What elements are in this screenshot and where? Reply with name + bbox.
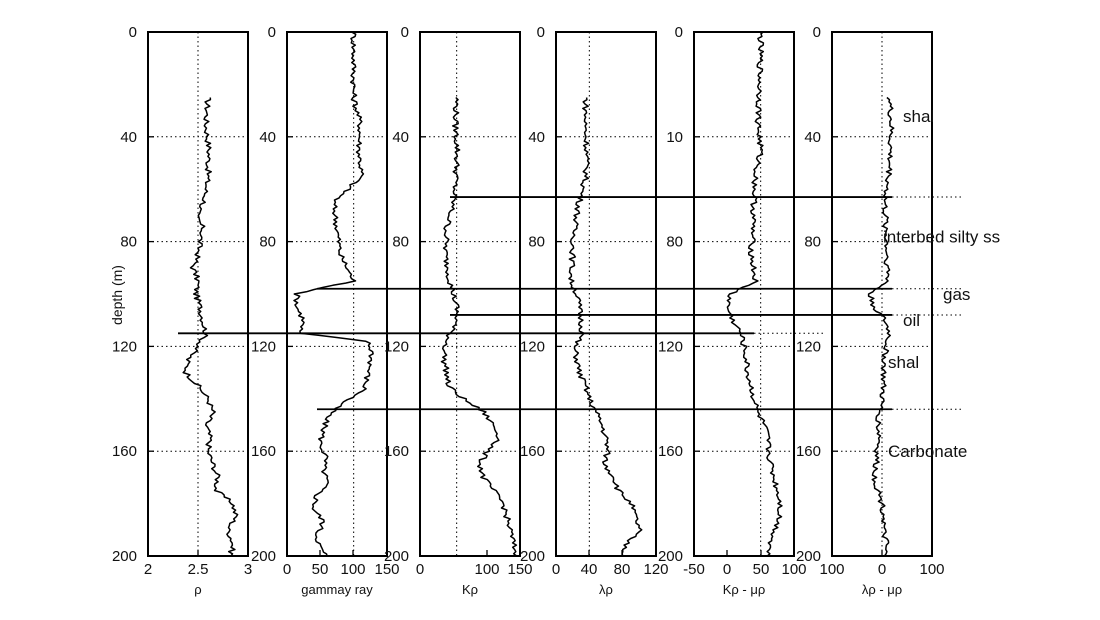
x-axis-label: λρ: [599, 582, 613, 597]
x-tick-label: 3: [244, 561, 252, 578]
log-curve-lpmu: [867, 96, 895, 557]
panel-frame: [419, 31, 521, 557]
depth-tick-label: 160: [658, 443, 683, 460]
annotation-label: oil: [903, 311, 920, 330]
log-curve-kpmu: [726, 31, 783, 557]
x-tick-label: 150: [507, 561, 532, 578]
depth-tick-label: 0: [268, 24, 276, 41]
depth-tick-label: 120: [796, 338, 821, 355]
log-curve-lp: [568, 97, 643, 557]
x-tick-label: 150: [374, 561, 399, 578]
panel-frame: [693, 31, 795, 557]
panel-frame: [286, 31, 388, 557]
annotation-label: interbed silty ss: [883, 227, 1000, 246]
depth-tick-label: 120: [112, 338, 137, 355]
depth-tick-label: 40: [120, 129, 137, 146]
depth-tick-label: 120: [520, 338, 545, 355]
annotation-label: gas: [943, 285, 970, 304]
depth-tick-label: 0: [401, 24, 409, 41]
x-axis-label: gammay ray: [301, 582, 373, 597]
depth-tick-label: 160: [251, 443, 276, 460]
depth-tick-label: 120: [251, 338, 276, 355]
x-axis-label: Kρ - μρ: [723, 582, 766, 597]
panel-kpmu: 0 10 80 120 160 200-50 0 50 100 Kρ - μρ: [658, 24, 807, 597]
depth-tick-label: 0: [537, 24, 545, 41]
depth-tick-label: 160: [384, 443, 409, 460]
panel-lp: 0 40 80 120 160 200 0 40 80 120 λρ: [520, 24, 669, 597]
depth-tick-label: 80: [666, 234, 683, 251]
depth-tick-label: 40: [528, 129, 545, 146]
depth-tick-label: 0: [675, 24, 683, 41]
log-curve-kp: [440, 96, 518, 557]
panel-rho: 0 40 80 120 160 200 2 2.5 3 ρ: [112, 24, 252, 597]
x-tick-label: -50: [683, 561, 705, 578]
x-tick-label: 0: [552, 561, 560, 578]
depth-tick-label: 40: [804, 129, 821, 146]
x-axis-label: ρ: [194, 582, 201, 597]
annotation-label: shal: [903, 107, 934, 126]
depth-tick-label: 200: [658, 548, 683, 565]
depth-tick-label: 40: [259, 129, 276, 146]
x-tick-label: 2.5: [188, 561, 209, 578]
lithology-annotations: shal interbed silty ss gas oil shal Carbonate: [883, 107, 1000, 461]
depth-tick-label: 200: [251, 548, 276, 565]
x-tick-label: 100: [781, 561, 806, 578]
depth-tick-label: 200: [112, 548, 137, 565]
depth-tick-label: 200: [520, 548, 545, 565]
lithology-boundaries: [178, 196, 962, 411]
annotation-label: Carbonate: [888, 442, 967, 461]
depth-tick-label: 0: [813, 24, 821, 41]
depth-tick-label: 40: [392, 129, 409, 146]
x-tick-label: 100: [819, 561, 844, 578]
log-curve-rho: [182, 97, 239, 557]
depth-tick-label: 160: [112, 443, 137, 460]
x-tick-label: 40: [581, 561, 598, 578]
panel-frame: [555, 31, 657, 557]
annotation-label: shal: [888, 353, 919, 372]
depth-tick-label: 200: [384, 548, 409, 565]
x-tick-label: 2: [144, 561, 152, 578]
depth-tick-label: 160: [520, 443, 545, 460]
x-axis-label: Kρ: [462, 582, 478, 597]
depth-tick-label: 80: [259, 234, 276, 251]
x-tick-label: 100: [340, 561, 365, 578]
depth-tick-label: 0: [129, 24, 137, 41]
depth-tick-label: 120: [658, 338, 683, 355]
depth-tick-label: 200: [796, 548, 821, 565]
x-tick-label: 80: [614, 561, 631, 578]
depth-tick-label: 160: [796, 443, 821, 460]
x-tick-label: 120: [643, 561, 668, 578]
depth-tick-label: 80: [528, 234, 545, 251]
x-tick-label: 0: [878, 561, 886, 578]
x-tick-label: 0: [416, 561, 424, 578]
depth-tick-label: 80: [804, 234, 821, 251]
log-curve-gr: [293, 31, 374, 557]
x-axis-label: λρ - μρ: [862, 582, 902, 597]
depth-tick-label: 10: [666, 129, 683, 146]
x-tick-label: 0: [283, 561, 291, 578]
x-tick-label: 50: [753, 561, 770, 578]
x-tick-label: 100: [919, 561, 944, 578]
depth-tick-label: 120: [384, 338, 409, 355]
x-tick-label: 0: [723, 561, 731, 578]
depth-tick-label: 80: [392, 234, 409, 251]
depth-tick-label: 80: [120, 234, 137, 251]
x-tick-label: 50: [312, 561, 329, 578]
panel-kp: 0 40 80 120 160 200 0 100 150 Kρ: [384, 24, 533, 597]
x-tick-label: 100: [474, 561, 499, 578]
depth-axis-label: depth (m): [109, 265, 125, 325]
